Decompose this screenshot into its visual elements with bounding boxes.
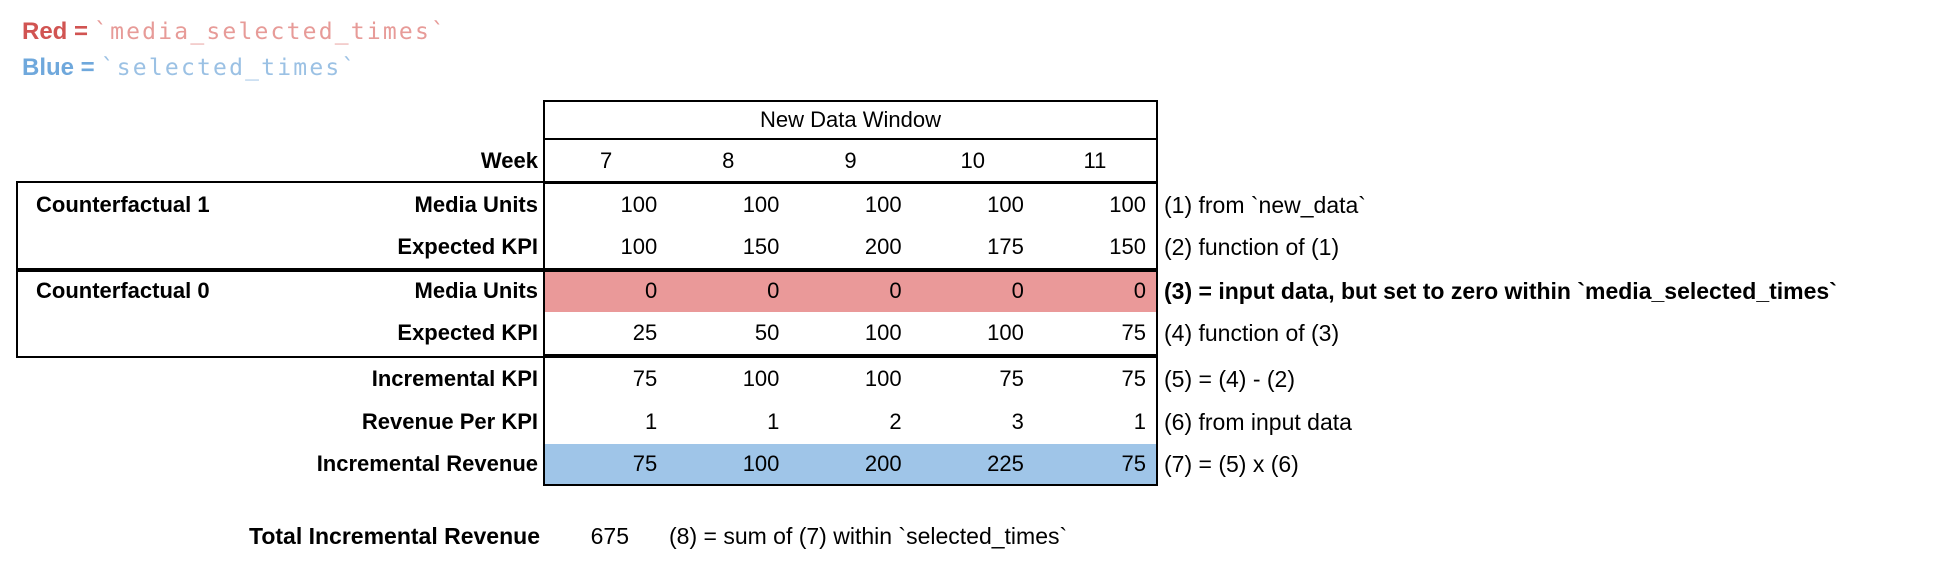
value-cell: 0 — [644, 278, 658, 303]
row-values: 75 100 200 225 75 — [545, 444, 1156, 484]
legend-blue-code: `selected_times` — [100, 55, 358, 81]
value-cell: 0 — [767, 278, 780, 303]
table-row: Expected KPI 100 150 200 175 150 (2) fun… — [0, 226, 1960, 268]
value-cell: 100 — [987, 192, 1024, 217]
value-cell: 25 — [632, 320, 658, 345]
week-cell: 9 — [844, 147, 857, 173]
value-cell: 225 — [987, 451, 1024, 476]
value-cell: 100 — [742, 192, 780, 217]
value-cell: 1 — [644, 409, 658, 434]
row-values: 0 0 0 0 0 — [545, 270, 1156, 312]
week-cell: 10 — [960, 147, 985, 173]
total-value: 675 — [590, 522, 629, 549]
value-cell: 100 — [1109, 192, 1147, 217]
table-row: Revenue Per KPI 1 1 2 3 1 (6) from input… — [0, 400, 1960, 444]
row-note: (5) = (4) - (2) — [1164, 365, 1295, 392]
value-cell: 75 — [999, 366, 1024, 391]
table-row: Incremental KPI 75 100 100 75 75 (5) = (… — [0, 358, 1960, 400]
value-cell: 100 — [987, 320, 1024, 345]
value-cell: 75 — [1121, 320, 1147, 345]
value-cell: 1 — [767, 409, 780, 434]
total-label: Total Incremental Revenue — [249, 522, 540, 549]
week-cell: 11 — [1083, 147, 1107, 173]
value-cell: 50 — [754, 320, 780, 345]
legend-red-line: Red = `media_selected_times` — [22, 14, 447, 50]
value-cell: 1 — [1133, 409, 1147, 434]
legend-blue-label: Blue = — [22, 54, 95, 81]
divider-under-counterfactual-0 — [543, 354, 1158, 358]
table-row: Counterfactual 1 Media Units 100 100 100… — [0, 184, 1960, 226]
row-label: Expected KPI — [397, 320, 538, 345]
value-cell: 150 — [1109, 234, 1147, 259]
row-values: 100 100 100 100 100 — [545, 184, 1156, 226]
counterfactual-0-box — [16, 270, 545, 358]
new-data-window-header: New Data Window — [543, 100, 1158, 140]
table-row: Counterfactual 0 Media Units 0 0 0 0 0 (… — [0, 270, 1960, 312]
blue-row-highlight — [545, 444, 1156, 484]
value-cell: 100 — [742, 366, 780, 391]
red-row-highlight — [545, 272, 1156, 312]
row-note: (1) from `new_data` — [1164, 191, 1366, 218]
week-cells: 7 8 9 10 11 — [545, 140, 1156, 181]
value-cell: 100 — [620, 234, 658, 259]
divider-under-week-row — [543, 181, 1158, 184]
row-note: (3) = input data, but set to zero within… — [1164, 277, 1837, 304]
row-values: 25 50 100 100 75 — [545, 312, 1156, 354]
value-cell: 200 — [864, 234, 902, 259]
value-cell: 0 — [889, 278, 902, 303]
row-label: Expected KPI — [397, 234, 538, 259]
counterfactual-1-box — [16, 181, 545, 270]
row-values: 1 1 2 3 1 — [545, 400, 1156, 444]
week-cell: 7 — [599, 147, 613, 173]
value-cell: 200 — [864, 451, 902, 476]
value-cell: 100 — [864, 320, 902, 345]
row-note: (7) = (5) x (6) — [1164, 450, 1299, 477]
row-label: Revenue Per KPI — [361, 409, 538, 434]
value-cell: 0 — [1011, 278, 1024, 303]
legend-red-label: Red = — [22, 18, 89, 45]
value-cell: 75 — [1121, 366, 1147, 391]
value-cell: 100 — [864, 192, 902, 217]
row-label: Incremental KPI — [371, 366, 538, 391]
row-label: Media Units — [414, 192, 538, 217]
row-values: 100 150 200 175 150 — [545, 226, 1156, 268]
divider-counterfactual-groups — [543, 268, 1158, 272]
table-row: Incremental Revenue 75 100 200 225 75 (7… — [0, 444, 1960, 484]
value-cell: 0 — [1133, 278, 1147, 303]
row-values: 75 100 100 75 75 — [545, 358, 1156, 400]
value-cell: 75 — [632, 366, 658, 391]
row-note: (4) function of (3) — [1164, 319, 1340, 346]
value-cell: 100 — [864, 366, 902, 391]
total-row: Total Incremental Revenue 675 (8) = sum … — [0, 516, 1960, 556]
row-label: Media Units — [414, 278, 538, 303]
table-row: Expected KPI 25 50 100 100 75 (4) functi… — [0, 312, 1960, 354]
legend-blue-line: Blue = `selected_times` — [22, 50, 357, 86]
group-label-counterfactual-0: Counterfactual 0 — [36, 278, 210, 303]
week-header-row: Week 7 8 9 10 11 — [0, 140, 1960, 181]
legend-red-code: `media_selected_times` — [94, 19, 448, 45]
value-cell: 2 — [889, 409, 902, 434]
row-label: Incremental Revenue — [316, 451, 538, 476]
value-cell: 75 — [632, 451, 658, 476]
row-note: (6) from input data — [1164, 408, 1352, 435]
row-note: (2) function of (1) — [1164, 233, 1340, 260]
week-label: Week — [480, 147, 538, 173]
value-cell: 150 — [742, 234, 780, 259]
value-cell: 75 — [1121, 451, 1147, 476]
week-cell: 8 — [722, 147, 735, 173]
total-note: (8) = sum of (7) within `selected_times` — [669, 522, 1068, 549]
value-cell: 3 — [1011, 409, 1024, 434]
group-label-counterfactual-1: Counterfactual 1 — [36, 192, 210, 217]
value-cell: 100 — [742, 451, 780, 476]
value-cell: 100 — [620, 192, 658, 217]
value-cell: 175 — [987, 234, 1024, 259]
